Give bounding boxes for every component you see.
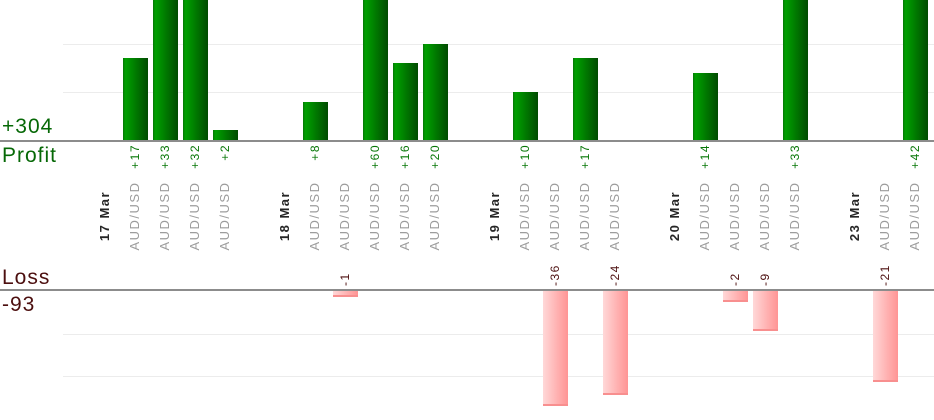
trade-value-label: +16 bbox=[398, 144, 412, 169]
symbol-label: AUD/USD bbox=[217, 181, 232, 251]
symbol-label: AUD/USD bbox=[337, 181, 352, 251]
symbol-label: AUD/USD bbox=[307, 181, 322, 251]
symbol-label: AUD/USD bbox=[787, 181, 802, 251]
trade-value-label: -1 bbox=[338, 272, 352, 286]
trade-value-label: +33 bbox=[158, 144, 172, 169]
profit-bar bbox=[393, 63, 418, 140]
symbol-label: AUD/USD bbox=[127, 181, 142, 251]
trade-value-label: +8 bbox=[308, 144, 322, 161]
loss-gridline bbox=[63, 334, 934, 335]
profit-gridline bbox=[63, 92, 934, 93]
profit-bar bbox=[303, 102, 328, 140]
date-label: 17 Mar bbox=[97, 190, 112, 242]
loss-bar bbox=[723, 291, 748, 302]
trade-value-label: +14 bbox=[698, 144, 712, 169]
loss-bar bbox=[603, 291, 628, 395]
profit-bar bbox=[363, 0, 388, 140]
profit-bar bbox=[183, 0, 208, 140]
symbol-label: AUD/USD bbox=[907, 181, 922, 251]
trade-value-label: -36 bbox=[548, 264, 562, 286]
symbol-label: AUD/USD bbox=[427, 181, 442, 251]
loss-bars-layer bbox=[0, 291, 934, 406]
profit-bar bbox=[513, 92, 538, 140]
profit-bar bbox=[423, 44, 448, 140]
date-label: 19 Mar bbox=[487, 190, 502, 242]
trade-value-label: +33 bbox=[788, 144, 802, 169]
loss-bar bbox=[753, 291, 778, 331]
loss-total-label: -93 bbox=[2, 293, 36, 316]
symbol-label: AUD/USD bbox=[577, 181, 592, 251]
trade-value-label: +60 bbox=[368, 144, 382, 169]
symbol-label: AUD/USD bbox=[607, 181, 622, 251]
trade-value-label: +17 bbox=[128, 144, 142, 169]
loss-gridline bbox=[63, 376, 934, 377]
date-label: 23 Mar bbox=[847, 190, 862, 242]
profit-axis-title: Profit bbox=[2, 144, 58, 167]
trade-value-label: +32 bbox=[188, 144, 202, 169]
trade-value-label: -9 bbox=[758, 272, 772, 286]
trade-value-label: +10 bbox=[518, 144, 532, 169]
trade-value-label: +2 bbox=[218, 144, 232, 161]
symbol-label: AUD/USD bbox=[547, 181, 562, 251]
loss-axis-title: Loss bbox=[2, 266, 51, 289]
profit-bar bbox=[903, 0, 928, 140]
profit-bar bbox=[153, 0, 178, 140]
symbol-label: AUD/USD bbox=[877, 181, 892, 251]
profit-bar bbox=[693, 73, 718, 140]
profit-gridline bbox=[63, 44, 934, 45]
loss-bar bbox=[333, 291, 358, 297]
loss-axis-line bbox=[0, 289, 934, 291]
date-label: 18 Mar bbox=[277, 190, 292, 242]
trade-value-label: +42 bbox=[908, 144, 922, 169]
symbol-label: AUD/USD bbox=[697, 181, 712, 251]
trade-value-label: +20 bbox=[428, 144, 442, 169]
symbol-label: AUD/USD bbox=[397, 181, 412, 251]
symbol-label: AUD/USD bbox=[157, 181, 172, 251]
profit-bar bbox=[783, 0, 808, 140]
symbol-label: AUD/USD bbox=[187, 181, 202, 251]
trade-value-label: +17 bbox=[578, 144, 592, 169]
trade-value-label: -24 bbox=[608, 264, 622, 286]
profit-axis-line bbox=[0, 140, 934, 142]
symbol-label: AUD/USD bbox=[517, 181, 532, 251]
trade-value-label: -2 bbox=[728, 272, 742, 286]
loss-bar bbox=[543, 291, 568, 406]
trade-value-label: -21 bbox=[878, 264, 892, 286]
date-label: 20 Mar bbox=[667, 190, 682, 242]
profit-bar bbox=[123, 58, 148, 140]
profit-bar bbox=[573, 58, 598, 140]
profit-total-label: +304 bbox=[2, 115, 54, 138]
profit-bar bbox=[213, 130, 238, 140]
symbol-label: AUD/USD bbox=[367, 181, 382, 251]
symbol-label: AUD/USD bbox=[757, 181, 772, 251]
symbol-label: AUD/USD bbox=[727, 181, 742, 251]
loss-bar bbox=[873, 291, 898, 382]
